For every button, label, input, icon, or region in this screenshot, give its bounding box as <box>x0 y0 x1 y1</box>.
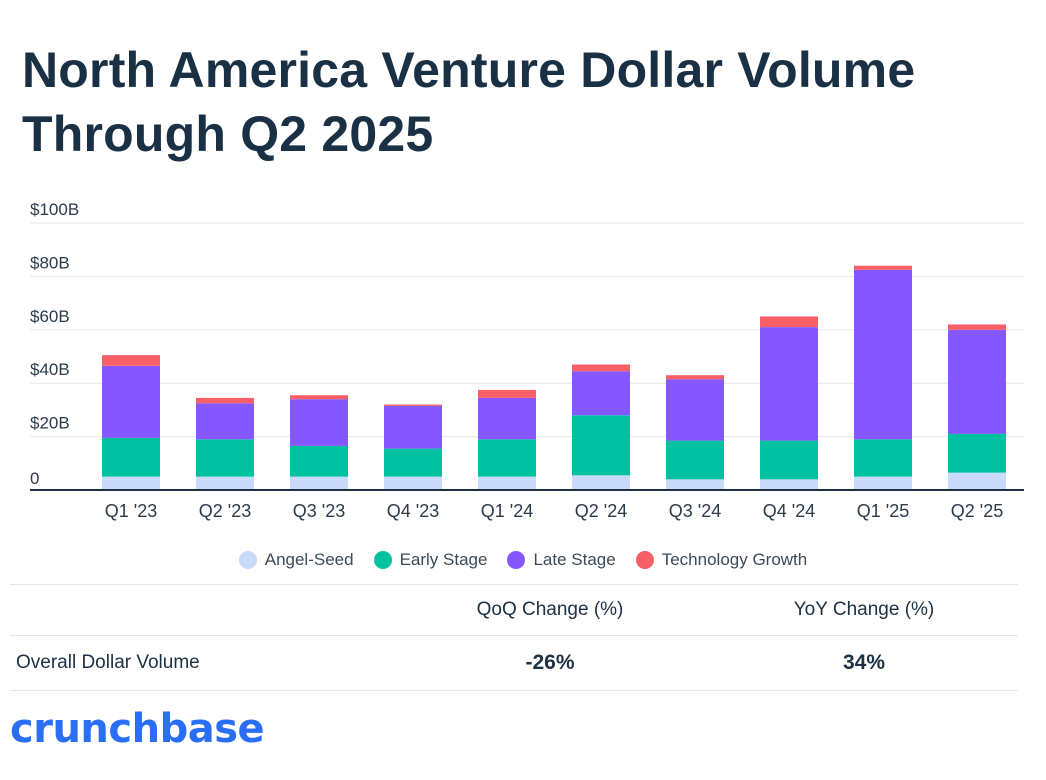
bar-technology-growth <box>948 324 1006 330</box>
bar-late-stage <box>384 405 442 449</box>
legend-label: Early Stage <box>399 550 488 569</box>
chart-title: North America Venture Dollar Volume Thro… <box>22 38 1022 166</box>
yoy-value: 34% <box>842 651 886 674</box>
bar-angel-seed <box>102 476 160 490</box>
x-tick-label: Q1 '23 <box>105 501 157 521</box>
table-header-yoy: YoY Change (%) <box>793 599 935 620</box>
x-tick-label: Q2 '24 <box>575 501 627 521</box>
x-tick-label: Q4 '23 <box>387 501 439 521</box>
y-tick-label: $60B <box>30 307 70 326</box>
bar-late-stage <box>572 371 630 416</box>
bar-angel-seed <box>666 479 724 490</box>
bar-late-stage <box>478 397 536 440</box>
legend-swatch <box>507 551 526 569</box>
bar-angel-seed <box>384 476 442 490</box>
legend-swatch <box>373 551 392 569</box>
title-line-2: Through Q2 2025 <box>22 106 434 162</box>
y-tick-label: $20B <box>30 414 70 433</box>
x-tick-label: Q3 '23 <box>293 501 345 521</box>
bar-angel-seed <box>290 476 348 490</box>
table-header-row: QoQ Change (%) YoY Change (%) <box>10 584 1018 635</box>
legend-item: Technology Growth <box>635 550 808 570</box>
bar-angel-seed <box>572 475 630 490</box>
bar-technology-growth <box>102 355 160 366</box>
legend-item: Angel-Seed <box>238 550 354 570</box>
summary-table: QoQ Change (%) YoY Change (%) Overall Do… <box>10 584 1018 691</box>
x-tick-label: Q4 '24 <box>763 501 815 521</box>
legend-label: Technology Growth <box>661 550 808 569</box>
bar-technology-growth <box>666 375 724 380</box>
x-tick-label: Q3 '24 <box>669 501 721 521</box>
bar-angel-seed <box>196 476 254 490</box>
y-tick-label: $40B <box>30 360 70 379</box>
bar-late-stage <box>196 403 254 440</box>
legend-label: Late Stage <box>533 550 616 569</box>
title-line-1: North America Venture Dollar Volume <box>22 42 916 98</box>
bar-early-stage <box>290 445 348 477</box>
legend-item: Late Stage <box>507 550 616 570</box>
x-tick-label: Q2 '25 <box>951 501 1003 521</box>
table-row: Overall Dollar Volume -26% 34% <box>10 635 1018 691</box>
bar-early-stage <box>760 440 818 480</box>
legend-swatch <box>238 551 257 569</box>
bar-technology-growth <box>196 397 254 404</box>
bar-angel-seed <box>948 472 1006 490</box>
y-tick-label: 0 <box>30 469 39 488</box>
legend-item: Early Stage <box>373 550 488 570</box>
legend-label: Angel-Seed <box>264 550 354 569</box>
table-header-blank <box>16 585 396 635</box>
chart-legend: Angel-Seed Early Stage Late Stage Technolog… <box>0 550 1046 570</box>
qoq-value: -26% <box>525 651 575 674</box>
bar-early-stage <box>478 439 536 477</box>
bar-technology-growth <box>760 316 818 328</box>
bar-technology-growth <box>290 395 348 400</box>
bar-late-stage <box>854 269 912 440</box>
bar-late-stage <box>290 399 348 446</box>
bar-early-stage <box>572 415 630 476</box>
row-label: Overall Dollar Volume <box>16 652 200 673</box>
bar-early-stage <box>102 437 160 477</box>
bar-early-stage <box>384 448 442 477</box>
bar-technology-growth <box>478 389 536 398</box>
x-tick-label: Q1 '25 <box>857 501 909 521</box>
bar-early-stage <box>948 433 1006 473</box>
bar-angel-seed <box>760 479 818 490</box>
bar-angel-seed <box>478 476 536 490</box>
y-tick-label: $80B <box>30 253 70 272</box>
x-tick-label: Q1 '24 <box>481 501 533 521</box>
x-tick-label: Q2 '23 <box>199 501 251 521</box>
crunchbase-logo: crunchbase <box>10 706 265 752</box>
y-tick-label: $100B <box>30 200 79 219</box>
bar-early-stage <box>666 440 724 480</box>
bar-late-stage <box>760 327 818 441</box>
bar-late-stage <box>948 329 1006 434</box>
bar-technology-growth <box>854 265 912 270</box>
bar-early-stage <box>854 439 912 477</box>
stacked-bar-chart: 0 $20B $40B $60B $80B $100B Q1 '23 Q2 '23 Q3 '23… <box>30 200 1024 521</box>
bar-late-stage <box>666 379 724 441</box>
bar-technology-growth <box>572 364 630 372</box>
bar-late-stage <box>102 365 160 438</box>
table-header-qoq: QoQ Change (%) <box>476 599 624 620</box>
bar-early-stage <box>196 439 254 477</box>
legend-swatch <box>635 551 654 569</box>
bar-technology-growth <box>384 404 442 406</box>
bar-angel-seed <box>854 476 912 490</box>
